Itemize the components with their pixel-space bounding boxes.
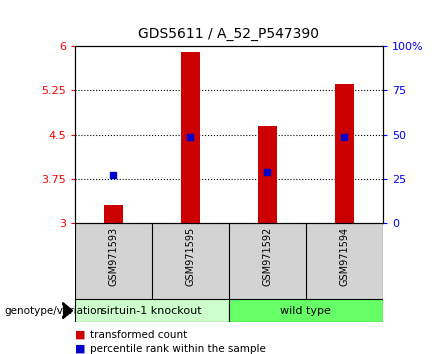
Text: percentile rank within the sample: percentile rank within the sample bbox=[90, 344, 266, 354]
Text: sirtuin-1 knockout: sirtuin-1 knockout bbox=[102, 306, 202, 316]
Bar bbox=[258, 126, 277, 223]
FancyArrow shape bbox=[63, 303, 73, 319]
Text: GSM971593: GSM971593 bbox=[108, 227, 118, 286]
FancyBboxPatch shape bbox=[75, 223, 383, 299]
Bar bbox=[181, 52, 200, 223]
FancyBboxPatch shape bbox=[229, 299, 383, 322]
Text: GSM971594: GSM971594 bbox=[339, 227, 349, 286]
Text: transformed count: transformed count bbox=[90, 330, 187, 339]
Text: genotype/variation: genotype/variation bbox=[4, 306, 103, 316]
Bar bbox=[335, 84, 354, 223]
Text: GSM971595: GSM971595 bbox=[185, 227, 195, 286]
Bar bbox=[104, 205, 123, 223]
Text: GSM971592: GSM971592 bbox=[262, 227, 272, 286]
Text: ■: ■ bbox=[75, 330, 85, 339]
Title: GDS5611 / A_52_P547390: GDS5611 / A_52_P547390 bbox=[138, 27, 319, 41]
Text: wild type: wild type bbox=[280, 306, 331, 316]
FancyBboxPatch shape bbox=[75, 299, 229, 322]
Text: ■: ■ bbox=[75, 344, 85, 354]
